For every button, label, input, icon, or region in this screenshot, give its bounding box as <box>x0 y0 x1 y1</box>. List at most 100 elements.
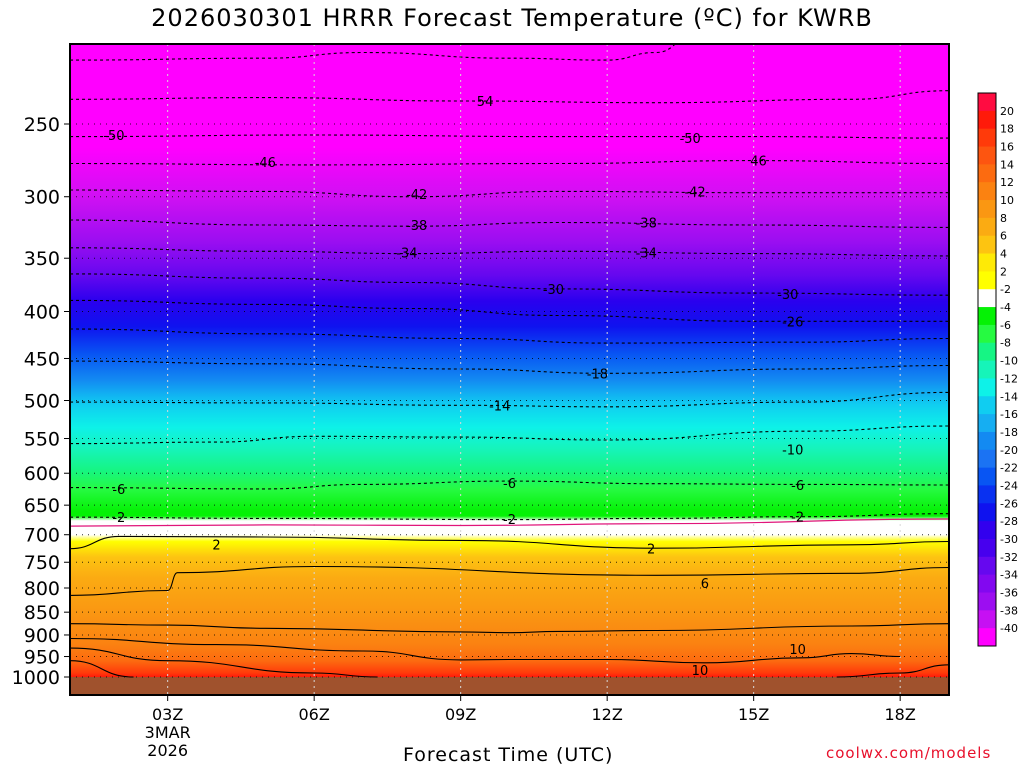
isotherm-label: -18 <box>587 367 608 382</box>
colorbar-swatch <box>978 93 996 112</box>
x-tick-label: 12Z <box>592 705 623 724</box>
colorbar-label: 20 <box>1000 105 1014 118</box>
y-tick-label: 900 <box>24 625 60 647</box>
isotherm-label: -50 <box>103 129 124 144</box>
colorbar-label: -38 <box>1000 604 1018 617</box>
isotherm-label: 54 <box>477 95 494 110</box>
colorbar-swatch <box>978 628 996 647</box>
colorbar-label: -32 <box>1000 551 1018 564</box>
isotherm-label: -6 <box>112 483 125 498</box>
isotherm-label: -34 <box>396 246 417 261</box>
isotherm-label: -2 <box>112 511 125 526</box>
isotherm-label: -50 <box>680 132 701 147</box>
isotherm-label: -34 <box>636 246 657 261</box>
colorbar-swatch <box>978 431 996 451</box>
isotherm-line <box>70 425 949 445</box>
isotherm-line <box>70 189 949 198</box>
colorbar-swatch <box>978 110 996 130</box>
colorbar-label: -18 <box>1000 426 1018 439</box>
colorbar-label: -2 <box>1000 283 1011 296</box>
y-tick-label: 850 <box>24 602 60 624</box>
colorbar-swatch <box>978 253 996 272</box>
x-tick-label: 03Z <box>152 705 183 724</box>
isotherm-line <box>70 660 134 678</box>
colorbar-label: 18 <box>1000 123 1014 136</box>
colorbar-swatch <box>978 217 996 237</box>
colorbar-label: -24 <box>1000 479 1018 492</box>
isotherm-label: 10 <box>789 643 806 658</box>
isotherm-line <box>70 623 949 634</box>
isotherm-label: 10 <box>692 664 709 679</box>
y-tick-label: 950 <box>24 647 60 669</box>
colorbar-swatch <box>978 342 996 362</box>
colorbar-label: -36 <box>1000 586 1018 599</box>
isotherm-line <box>70 637 901 664</box>
colorbar-swatch <box>978 289 996 308</box>
isotherm-label: -2 <box>503 513 516 528</box>
colorbar-label: 12 <box>1000 176 1014 189</box>
y-axis: 2503003504004505005506006507007508008509… <box>12 114 70 689</box>
isotherm-line <box>70 360 949 374</box>
colorbar-swatch <box>978 610 996 629</box>
colorbar-swatch <box>978 128 996 148</box>
x-tick-label: 15Z <box>738 705 769 724</box>
colorbar-label: -14 <box>1000 390 1018 403</box>
colorbar-label: -20 <box>1000 444 1018 457</box>
isotherm-label: -46 <box>255 156 276 171</box>
y-tick-label: 250 <box>24 114 60 136</box>
colorbar-label: 2 <box>1000 265 1007 278</box>
y-tick-label: 1000 <box>12 667 60 689</box>
chart-title: 2026030301 HRRR Forecast Temperature (ºC… <box>151 4 873 32</box>
isotherm-label: -14 <box>489 399 510 414</box>
colorbar-label: 6 <box>1000 230 1007 243</box>
colorbar-label: -12 <box>1000 372 1018 385</box>
credit-link[interactable]: coolwx.com/models <box>826 744 992 762</box>
colorbar-label: 10 <box>1000 194 1014 207</box>
isotherm-label: -30 <box>777 288 798 303</box>
y-tick-label: 650 <box>24 495 60 517</box>
colorbar-swatch <box>978 538 996 558</box>
x-axis-label: Forecast Time (UTC) <box>403 744 614 766</box>
x-tick-label: 06Z <box>299 705 330 724</box>
colorbar-label: -28 <box>1000 515 1018 528</box>
colorbar-label: -4 <box>1000 301 1011 314</box>
y-tick-label: 450 <box>24 348 60 370</box>
isotherm-label: -42 <box>684 185 705 200</box>
y-tick-label: 350 <box>24 248 60 270</box>
y-tick-label: 300 <box>24 187 60 209</box>
colorbar-label: 4 <box>1000 248 1007 261</box>
isotherm-line <box>70 513 949 521</box>
isotherm-line <box>70 535 949 550</box>
colorbar-frame <box>977 92 997 647</box>
colorbar-label: -30 <box>1000 533 1018 546</box>
y-tick-label: 400 <box>24 301 60 323</box>
colorbar-swatch <box>978 182 996 201</box>
colorbar-label: -40 <box>1000 622 1018 635</box>
isotherm-label: -10 <box>782 443 803 458</box>
isotherm-line <box>70 328 949 344</box>
colorbar: 20 18 16 14 12 10 8 6 4 2 -2 -4 -6 -8 -10 -12 -14 -16 -18 -… <box>977 92 1018 647</box>
x-tick-label: 18Z <box>885 705 916 724</box>
isotherm-line <box>70 90 949 104</box>
colorbar-swatch <box>978 449 996 469</box>
y-tick-label: 600 <box>24 463 60 485</box>
colorbar-label: -8 <box>1000 337 1011 350</box>
colorbar-swatch <box>978 396 996 415</box>
colorbar-swatch <box>978 592 996 611</box>
isotherm-line <box>70 480 949 490</box>
colorbar-swatch <box>978 200 996 219</box>
isotherm-label: -30 <box>543 283 564 298</box>
colorbar-swatch <box>978 271 996 290</box>
isotherm-lines <box>70 44 949 678</box>
isotherm-label: -6 <box>503 477 516 492</box>
colorbar-swatch <box>978 467 996 486</box>
y-tick-label: 750 <box>24 552 60 574</box>
colorbar-swatch <box>978 146 996 165</box>
isotherm-labels: 54-50 -50-46 46-42 -42-38 -38-34 -34-30 -30-26… <box>103 95 806 679</box>
y-tick-label: 800 <box>24 578 60 600</box>
y-tick-label: 550 <box>24 429 60 451</box>
isotherm-label: -26 <box>782 315 803 330</box>
